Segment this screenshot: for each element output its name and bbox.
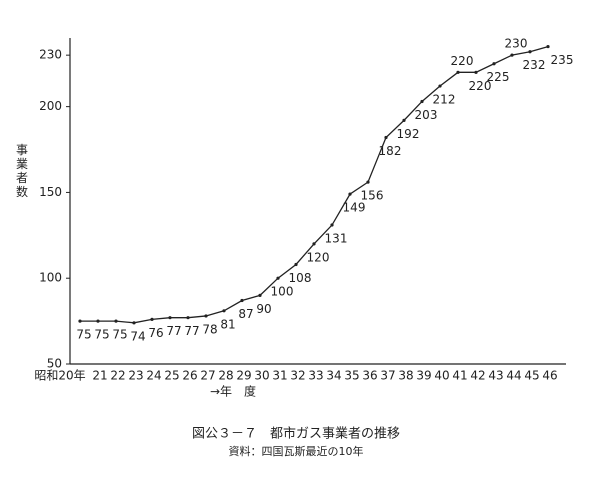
x-tick-label: 30	[254, 369, 269, 383]
data-label: 75	[94, 328, 109, 342]
data-point	[96, 319, 100, 323]
source: 資料：四国瓦斯最近の10年	[229, 444, 364, 458]
data-label: 87	[238, 307, 253, 321]
data-label: 149	[343, 201, 366, 215]
x-tick-label: 46	[542, 369, 557, 383]
data-point	[294, 262, 298, 267]
data-point	[546, 44, 550, 49]
data-label: 90	[256, 302, 271, 316]
x-tick-label: 32	[290, 369, 305, 383]
data-point	[276, 276, 280, 280]
x-tick-label: 昭和20年	[34, 369, 85, 383]
y-tick-label: 200	[39, 99, 62, 113]
x-tick-label: 28	[218, 369, 233, 383]
data-point	[114, 319, 118, 323]
x-axis-label: →年 度	[210, 384, 256, 399]
y-axis-label: 事業者数	[16, 143, 28, 199]
data-point	[150, 317, 154, 321]
data-label: 232	[523, 58, 546, 72]
data-label: 108	[289, 271, 312, 285]
x-tick-label: 45	[524, 369, 539, 383]
x-tick-label: 29	[236, 369, 251, 383]
x-tick-label: 36	[362, 369, 377, 383]
data-point	[510, 53, 514, 57]
x-tick-label: 22	[110, 369, 125, 383]
x-tick-label: 23	[128, 369, 143, 383]
data-point	[186, 316, 190, 320]
y-tick-label: 100	[39, 271, 62, 285]
data-label: 75	[112, 328, 127, 342]
data-point	[456, 70, 460, 74]
data-point	[222, 309, 226, 313]
data-point	[528, 50, 532, 54]
data-label: 212	[433, 93, 456, 107]
data-label: 100	[271, 285, 294, 299]
data-label: 192	[397, 127, 420, 141]
x-tick-label: 42	[470, 369, 485, 383]
data-point	[492, 62, 496, 66]
data-point	[312, 242, 316, 246]
x-tick-label: 37	[380, 369, 395, 383]
data-point	[420, 99, 424, 104]
data-label: 230	[505, 37, 528, 51]
data-point	[438, 84, 442, 88]
data-label: 77	[166, 324, 181, 338]
x-tick-label: 21	[92, 369, 107, 383]
data-point	[168, 316, 172, 320]
data-point	[204, 314, 208, 318]
data-label: 220	[469, 79, 492, 93]
data-label: 156	[361, 189, 384, 203]
data-point	[366, 180, 370, 184]
data-label: 131	[325, 232, 348, 246]
x-tick-label: 40	[434, 369, 449, 383]
data-label: 203	[415, 108, 438, 122]
x-tick-label: 34	[326, 369, 341, 383]
x-tick-label: 24	[146, 369, 161, 383]
data-label: 182	[379, 144, 402, 158]
x-tick-label: 31	[272, 369, 287, 383]
x-tick-label: 25	[164, 369, 179, 383]
y-tick-label: 230	[39, 48, 62, 62]
data-point	[240, 298, 244, 303]
x-tick-label: 35	[344, 369, 359, 383]
caption: 図公３－７ 都市ガス事業者の推移	[192, 426, 400, 442]
data-label: 225	[487, 70, 510, 84]
y-tick-label: 50	[47, 357, 62, 371]
data-label: 76	[148, 326, 163, 340]
x-tick-label: 38	[398, 369, 413, 383]
data-label: 220	[451, 54, 474, 68]
x-tick-label: 39	[416, 369, 431, 383]
x-tick-label: 41	[452, 369, 467, 383]
data-point	[132, 321, 136, 325]
data-point	[474, 70, 478, 74]
data-label: 120	[307, 250, 330, 264]
data-point	[384, 135, 388, 140]
data-point	[258, 293, 262, 297]
data-label: 81	[220, 317, 235, 331]
x-tick-label: 26	[182, 369, 197, 383]
y-tick-label: 150	[39, 185, 62, 199]
data-label: 77	[184, 324, 199, 338]
x-tick-label: 43	[488, 369, 503, 383]
x-tick-label: 27	[200, 369, 215, 383]
data-point	[78, 319, 82, 323]
x-tick-label: 44	[506, 369, 521, 383]
data-label: 74	[130, 329, 145, 343]
x-tick-label: 33	[308, 369, 323, 383]
data-label: 235	[551, 53, 574, 67]
data-label: 75	[76, 328, 91, 342]
data-point	[348, 192, 352, 196]
data-label: 78	[202, 322, 217, 336]
data-point	[330, 223, 334, 227]
data-point	[402, 118, 406, 122]
